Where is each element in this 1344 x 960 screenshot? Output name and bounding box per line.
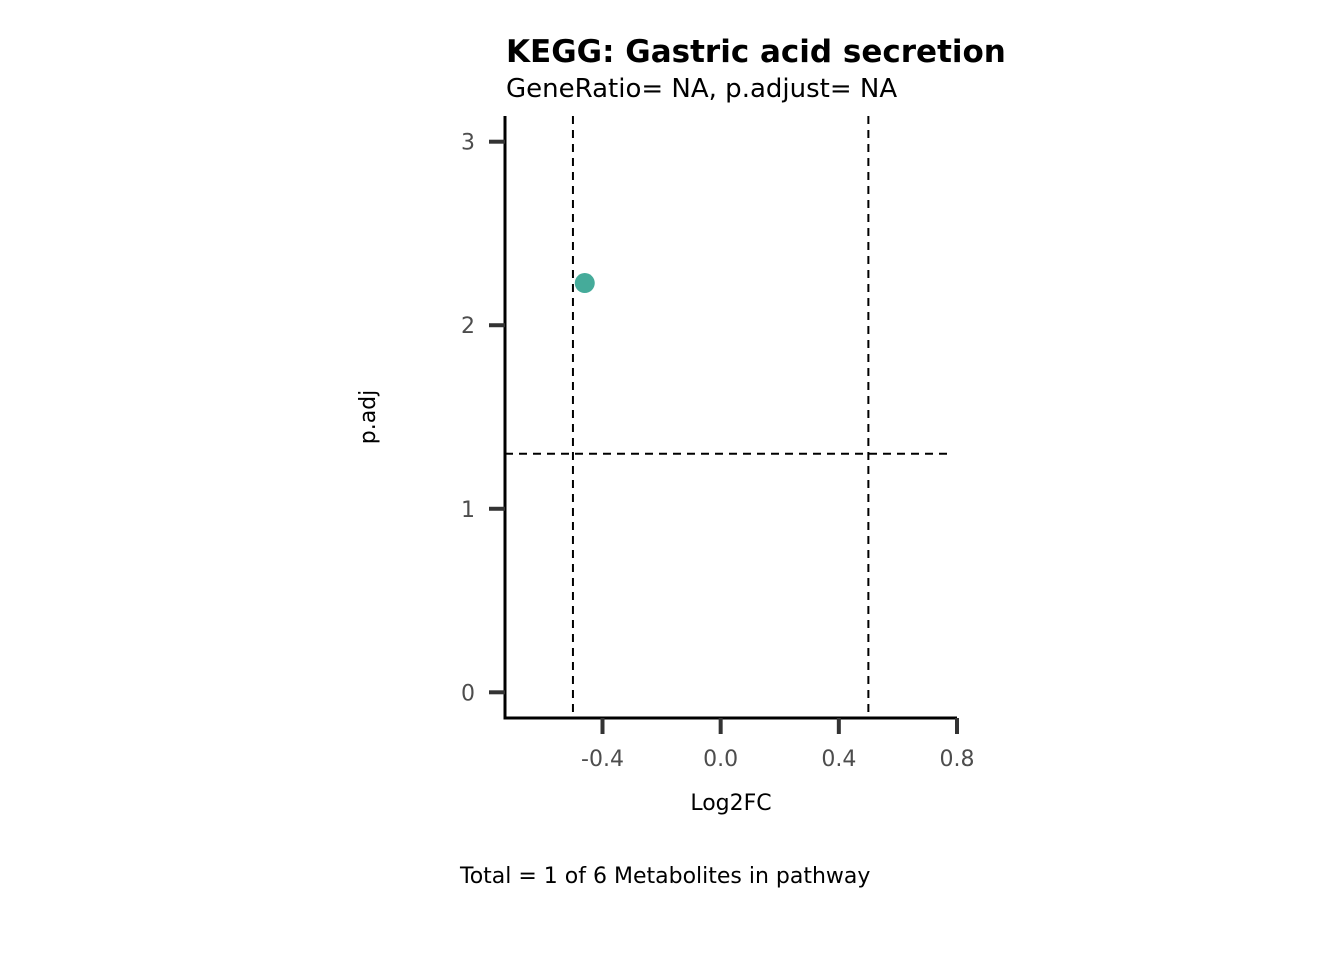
x-tick-label: 0.4 [821, 747, 856, 772]
x-axis-ticks: -0.4 0.0 0.4 0.8 [581, 718, 975, 772]
x-tick-label: 0.0 [703, 747, 738, 772]
reference-lines [505, 116, 949, 718]
chart-caption: Total = 1 of 6 Metabolites in pathway [459, 864, 870, 889]
data-point [574, 273, 595, 294]
y-axis-label: p.adj [356, 390, 381, 445]
y-tick-label: 0 [461, 681, 475, 706]
chart-subtitle: GeneRatio= NA, p.adjust= NA [506, 74, 897, 104]
chart-title: KEGG: Gastric acid secretion [506, 34, 1006, 70]
y-tick-label: 2 [461, 314, 475, 339]
y-axis-ticks: 0 1 2 3 [461, 131, 505, 706]
x-axis-label: Log2FC [690, 791, 771, 816]
x-tick-label: 0.8 [940, 747, 975, 772]
y-tick-label: 3 [461, 131, 475, 156]
x-tick-label: -0.4 [581, 747, 624, 772]
data-points [574, 273, 595, 294]
y-tick-label: 1 [461, 498, 475, 523]
